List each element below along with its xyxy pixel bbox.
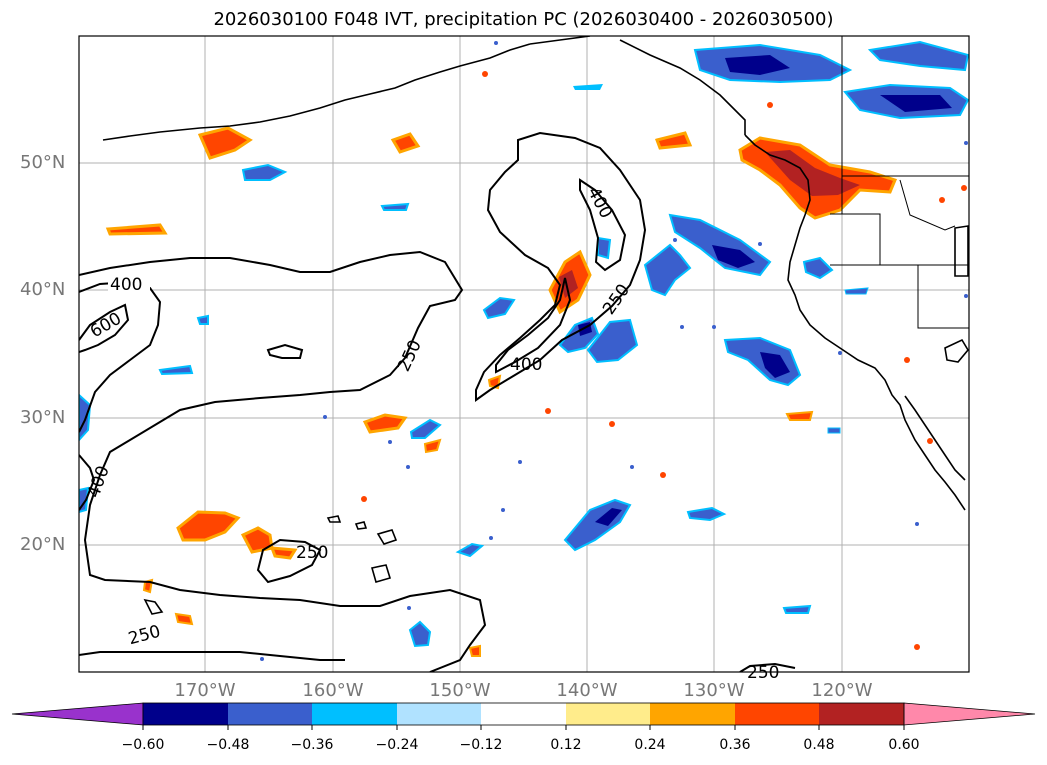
colorbar-tick: −0.60 (121, 737, 165, 753)
contour-label-400-a: 400 (110, 275, 142, 295)
map-title: 2026030100 F048 IVT, precipitation PC (2… (213, 9, 834, 30)
colorbar-tick: 0.60 (888, 737, 920, 753)
map-frame (78, 35, 970, 673)
lat-label-50n: 50°N (20, 152, 66, 173)
colorbar-tick: 0.12 (550, 737, 582, 753)
lon-label-140w: 140°W (556, 680, 618, 701)
colorbar-tick: 0.36 (719, 737, 751, 753)
lon-label-150w: 150°W (429, 680, 491, 701)
colorbar-tick: −0.36 (290, 737, 334, 753)
contour-label-250-e: 250 (747, 663, 779, 683)
lat-label-20n: 20°N (20, 534, 66, 555)
colorbar-tick: −0.48 (206, 737, 250, 753)
coastlines (102, 36, 969, 615)
contour-label-250-c: 250 (296, 543, 328, 563)
colorbar-tick: −0.12 (459, 737, 503, 753)
lat-label-30n: 30°N (20, 407, 66, 428)
lat-label-40n: 40°N (20, 279, 66, 300)
lon-label-120w: 120°W (811, 680, 873, 701)
lon-label-130w: 130°W (683, 680, 745, 701)
colorbar-tick: 0.48 (803, 737, 835, 753)
contour-label-400-c: 400 (510, 355, 542, 375)
negative-pc-areas (79, 40, 969, 661)
colorbar-tick: 0.24 (634, 737, 666, 753)
state-borders (830, 36, 969, 329)
colorbar (11, 702, 1036, 730)
colorbar-tick: −0.24 (375, 737, 419, 753)
lon-label-170w: 170°W (174, 680, 236, 701)
lon-label-160w: 160°W (302, 680, 364, 701)
